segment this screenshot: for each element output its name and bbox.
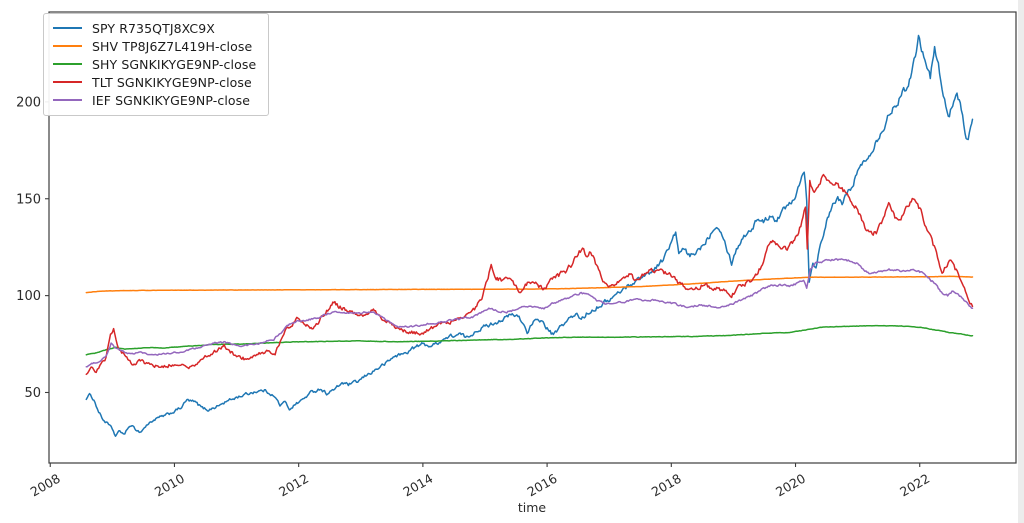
series-line-spy [85,34,974,437]
legend-item-ief: IEF SGNKIKYGE9NP-close [53,91,256,109]
plot-frame [48,11,1017,464]
legend-item-spy: SPY R735QTJ8XC9X [53,19,256,37]
x-tick-label: 2012 [276,471,311,500]
y-tick-label: 150 [16,192,41,207]
legend: SPY R735QTJ8XC9X SHV TP8J6Z7L419H-close SH… [43,13,270,116]
screenshot-edge-artifact [1018,0,1024,523]
legend-label: SHY SGNKIKYGE9NP-close [92,56,257,72]
y-tick-label: 50 [24,386,41,401]
legend-label: TLT SGNKIKYGE9NP-close [92,74,252,90]
x-tick-label: 2008 [28,471,63,500]
legend-label: IEF SGNKIKYGE9NP-close [92,92,251,108]
y-tick-label: 200 [16,95,41,110]
legend-label: SHV TP8J6Z7L419H-close [92,38,253,54]
x-tick-label: 2010 [152,471,187,500]
legend-swatch-line [53,63,82,65]
legend-item-tlt: TLT SGNKIKYGE9NP-close [53,73,256,91]
legend-swatch-line [53,45,82,47]
x-tick-label: 2014 [400,471,435,500]
legend-swatch-line [53,81,82,83]
legend-swatch-line [53,27,82,29]
legend-label: SPY R735QTJ8XC9X [92,20,215,36]
x-tick-label: 2018 [649,471,684,500]
x-axis-label: time [517,500,547,515]
x-tick-label: 2016 [525,471,560,500]
series-line-ief [85,258,974,368]
legend-swatch-line [53,99,82,101]
x-axis: 2008 2010 2012 2014 2016 2018 2020 2022 [28,463,932,500]
x-tick-label: 2022 [897,471,932,500]
y-tick-label: 100 [16,289,41,304]
series-line-tlt [85,173,974,376]
legend-item-shy: SHY SGNKIKYGE9NP-close [53,55,256,73]
y-axis: 50 100 150 200 [16,95,49,401]
x-tick-label: 2020 [773,471,808,500]
series-line-shy [85,324,974,356]
legend-item-shv: SHV TP8J6Z7L419H-close [53,37,256,55]
series-line-shv [85,275,974,294]
